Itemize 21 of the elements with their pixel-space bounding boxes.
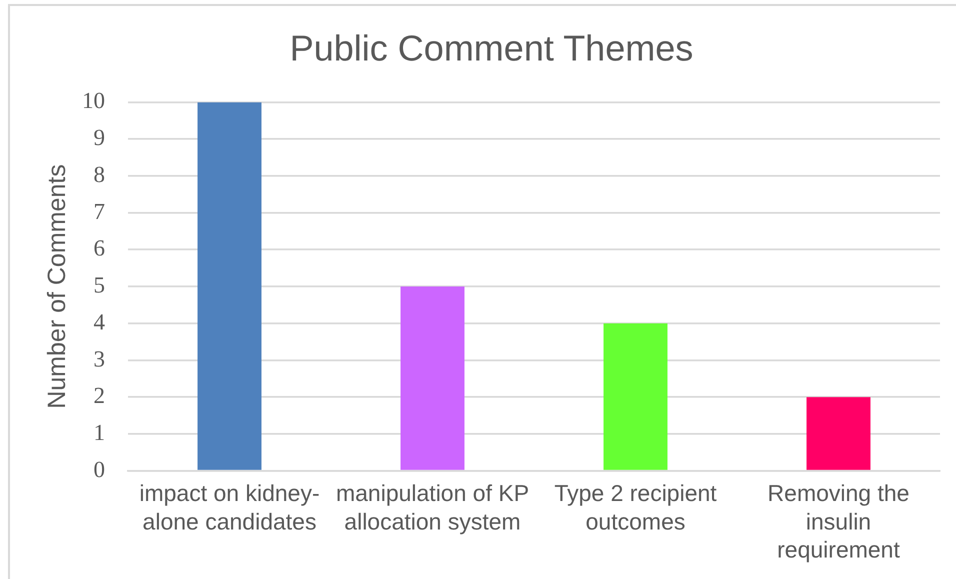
- chart-title: Public Comment Themes: [290, 28, 694, 69]
- bar: [198, 102, 262, 470]
- y-tick-label: 1: [94, 420, 105, 446]
- y-tick-label: 4: [94, 309, 106, 334]
- x-tick-label: impact on kidney-alone candidates: [139, 480, 320, 534]
- bar: [806, 397, 870, 470]
- y-tick-label: 3: [94, 346, 105, 372]
- y-tick-label: 9: [94, 125, 105, 150]
- y-tick-label: 0: [94, 456, 105, 482]
- bar: [604, 323, 668, 470]
- x-tick-label: Type 2 recipient outcomes: [554, 480, 718, 534]
- y-tick-label: 8: [94, 162, 105, 187]
- y-tick-label: 2: [94, 383, 105, 408]
- bar: [400, 286, 464, 470]
- y-tick-label: 6: [94, 236, 105, 261]
- y-tick-label: 5: [94, 272, 105, 298]
- y-tick-label: 7: [94, 198, 105, 224]
- y-axis-title: Number of Comments: [42, 164, 71, 409]
- y-tick-label: 10: [82, 88, 105, 114]
- x-tick-label: manipulation of KP allocation system: [336, 480, 530, 534]
- x-tick-label: Removing the insulin requirement: [768, 480, 910, 562]
